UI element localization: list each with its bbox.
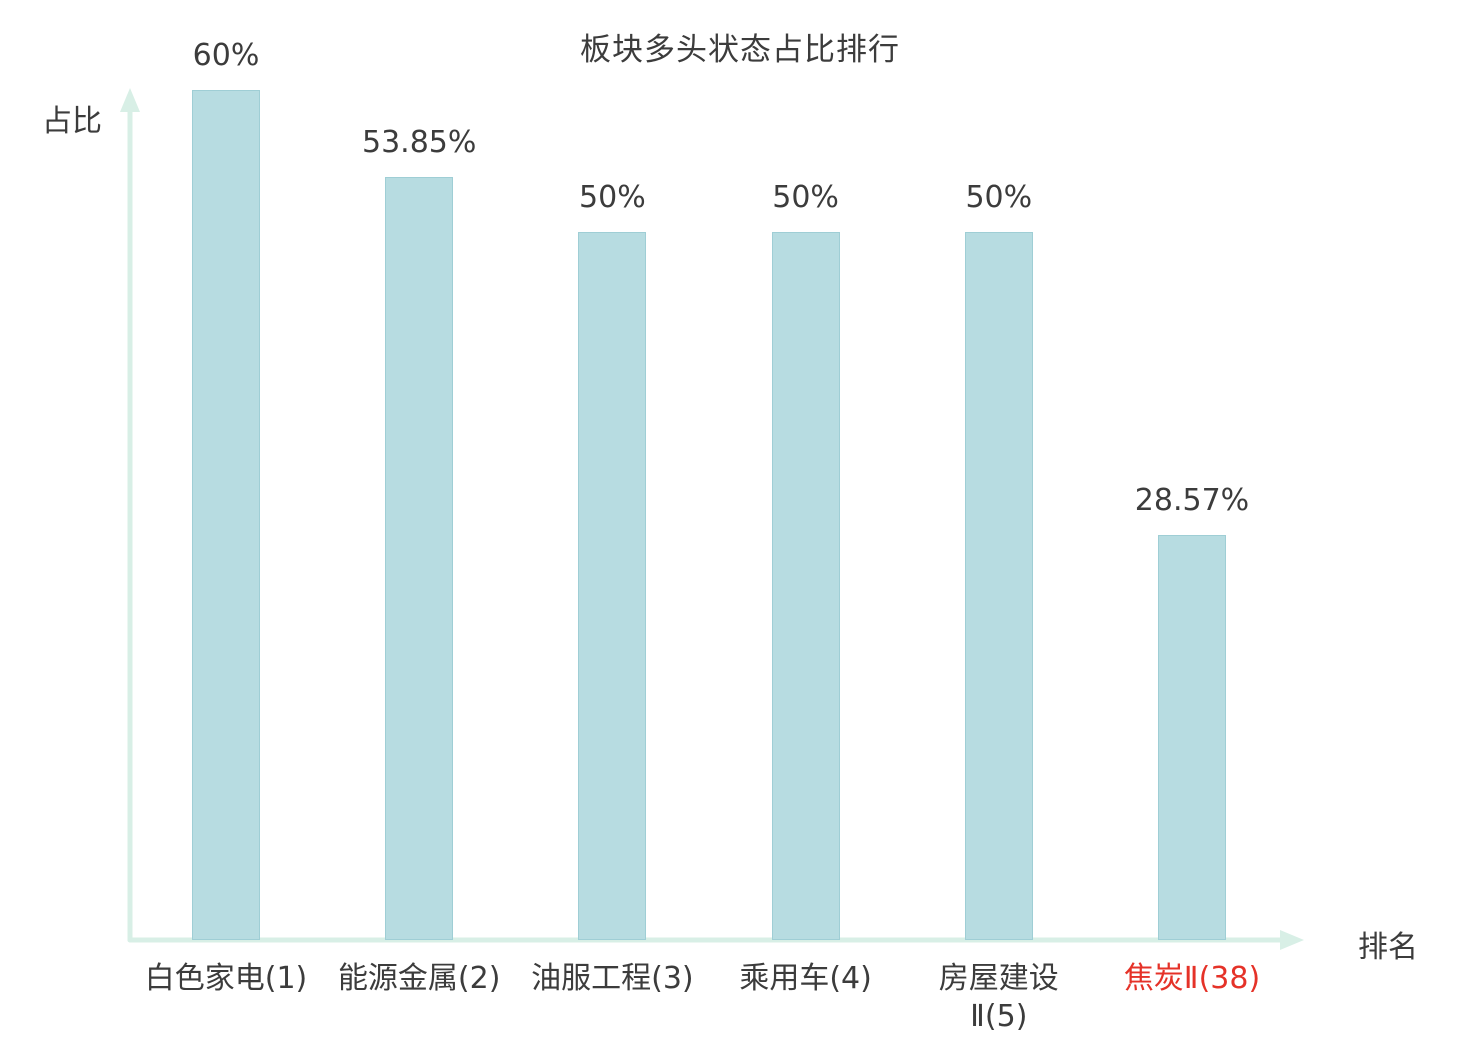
bar-category-label: 白色家电(1) — [144, 961, 308, 996]
bar-5 — [964, 231, 1033, 940]
bar-value-label: 53.85% — [361, 125, 477, 161]
bar-value-label: 50% — [965, 179, 1033, 215]
bar-value-label: 28.57% — [1134, 483, 1250, 519]
bar-category-label: 乘用车(4) — [739, 961, 872, 996]
bar-6 — [1158, 535, 1226, 940]
bar-category-label: 能源金属(2) — [337, 961, 501, 996]
bar-value-label: 60% — [192, 38, 260, 73]
bar-2 — [385, 177, 454, 940]
bar-category-label: 油服工程(3) — [531, 961, 694, 996]
bar-1 — [192, 90, 260, 940]
bar-category-label: 焦炭Ⅱ(38) — [1123, 961, 1261, 996]
chart-title: 板块多头状态占比排行 — [580, 32, 900, 68]
bar-4 — [771, 231, 840, 940]
bar-category-label: 房屋建设 Ⅱ(5) — [938, 961, 1059, 1034]
bar-value-label: 50% — [579, 179, 646, 215]
bar-3 — [578, 231, 647, 940]
x-axis-label: 排名 — [1358, 930, 1418, 965]
y-axis-label: 占比 — [42, 104, 102, 139]
bar-value-label: 50% — [772, 179, 839, 215]
